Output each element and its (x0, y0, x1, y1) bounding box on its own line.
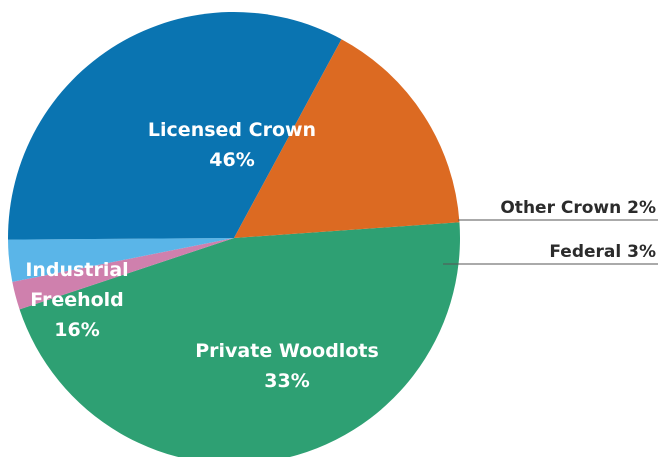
pie-slice-licensed-crown (19, 222, 460, 457)
pie-slice-federal (8, 238, 235, 282)
label-licensed-crown-name: Licensed Crown (148, 119, 316, 141)
pie-slice-other-crown (12, 238, 234, 310)
pie-slice-industrial-freehold (234, 39, 460, 239)
label-industrial-freehold-line2: Freehold (30, 289, 124, 311)
label-licensed-crown-pct: 46% (209, 149, 254, 171)
pie-slice-private-woodlots (8, 12, 342, 240)
label-industrial-freehold-pct: 16% (54, 319, 99, 341)
label-private-woodlots-name: Private Woodlots (195, 340, 379, 362)
label-private-woodlots-pct: 33% (264, 370, 309, 392)
label-other-crown: Other Crown 2% (500, 198, 656, 218)
label-industrial-freehold-line1: Industrial (25, 259, 128, 281)
label-federal: Federal 3% (549, 242, 656, 262)
pie-slices (8, 12, 460, 457)
